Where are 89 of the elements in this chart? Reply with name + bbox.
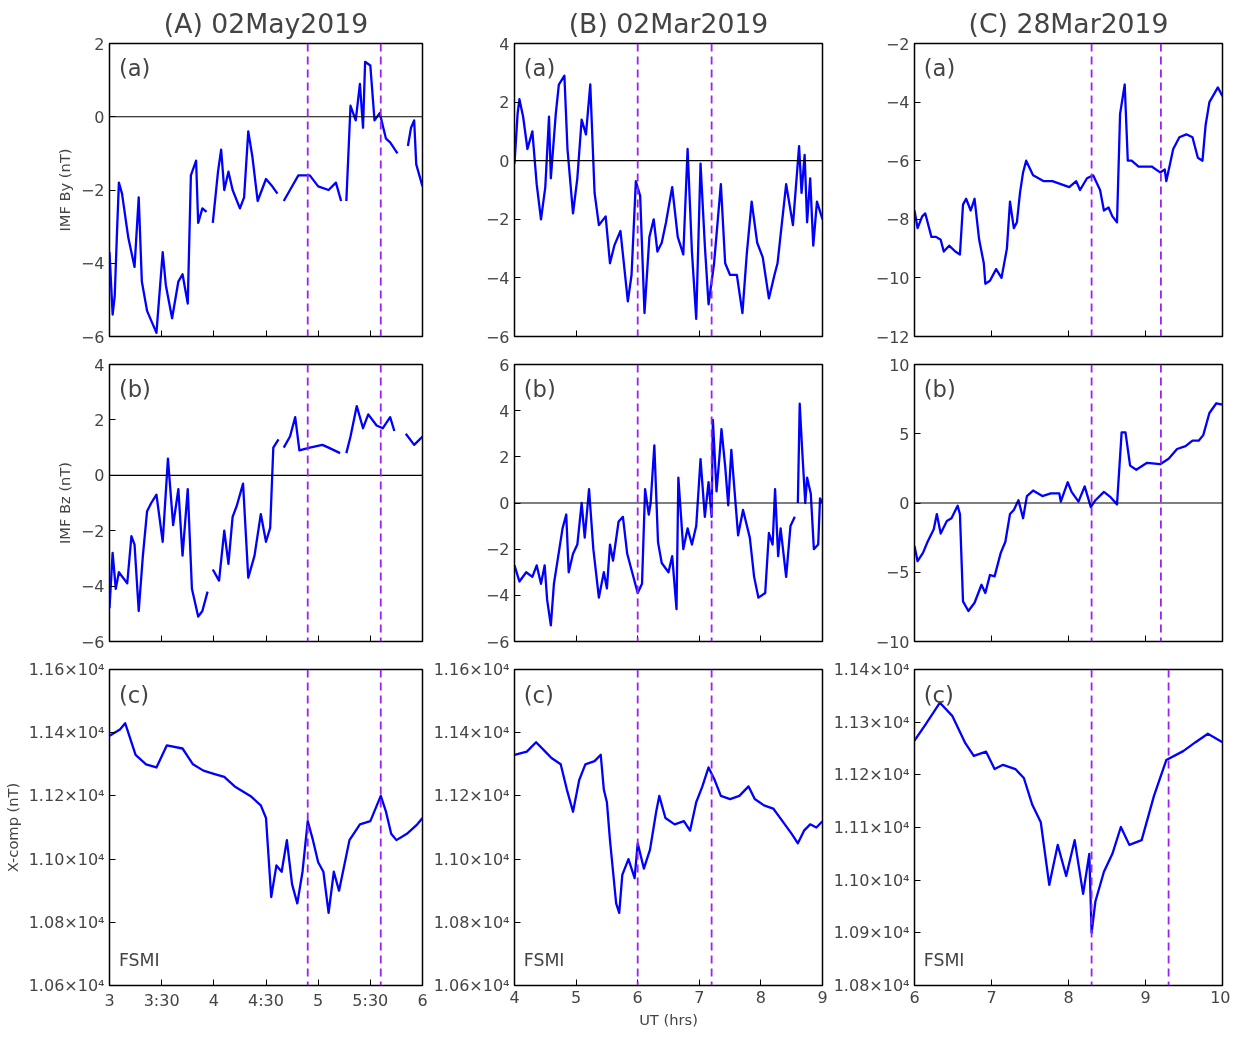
y-tick-label: 0: [499, 151, 510, 171]
x-tick-label: 10: [1210, 987, 1231, 1007]
x-tick-label: 4: [208, 990, 219, 1010]
y-tick-label: 1.09×10⁴: [833, 923, 910, 943]
y-tick-label: 1.14×10⁴: [28, 723, 105, 743]
x-tick-label: 5:30: [352, 990, 389, 1010]
y-tick-label: 1.10×10⁴: [433, 849, 510, 869]
x-tick-label: 6: [417, 990, 428, 1010]
y-tick-label: −4: [885, 93, 910, 113]
y-tick-label: −4: [485, 268, 510, 288]
y-tick-label: 2: [499, 447, 510, 467]
y-tick-label: 1.12×10⁴: [28, 786, 105, 806]
annotation: FSMI: [118, 949, 160, 970]
y-tick-label: −6: [885, 151, 910, 171]
chart-title: (C) 28Mar2019: [968, 7, 1169, 39]
y-tick-label: 6: [499, 355, 510, 375]
y-tick-label: 0: [94, 107, 105, 127]
y-tick-label: 2: [499, 93, 510, 113]
y-tick-label: −2: [80, 521, 105, 541]
y-tick-label: 1.06×10⁴: [433, 976, 510, 995]
y-tick-label: 1.08×10⁴: [28, 912, 105, 932]
y-tick-label: 1.10×10⁴: [833, 870, 910, 890]
y-tick-label: 4: [499, 401, 510, 421]
y-tick-label: 1.14×10⁴: [833, 660, 910, 679]
y-tick-label: 1.08×10⁴: [833, 976, 910, 995]
x-axis-title: UT (hrs): [639, 1010, 698, 1028]
y-axis-title: IMF By (nT): [55, 148, 73, 232]
y-tick-label: 4: [94, 355, 105, 375]
x-tick-label: 3: [104, 990, 115, 1010]
y-tick-label: −6: [80, 327, 105, 347]
y-tick-label: −12: [875, 327, 910, 347]
y-tick-label: −8: [885, 210, 910, 230]
x-tick-label: 4:30: [248, 990, 284, 1010]
annotation: FSMI: [523, 949, 565, 970]
annotation: (a): [118, 55, 151, 82]
chart-title: (A) 02May2019: [163, 7, 369, 39]
y-tick-label: −10: [875, 632, 910, 652]
y-tick-label: 1.11×10⁴: [833, 818, 910, 837]
y-axis-title: X-comp (nT): [3, 782, 21, 873]
x-tick-label: 7: [694, 987, 705, 1007]
y-tick-label: −10: [875, 268, 910, 288]
y-tick-label: 1.14×10⁴: [433, 723, 510, 743]
annotation: (c): [923, 682, 954, 709]
y-tick-label: −5: [885, 563, 910, 583]
y-tick-label: 1.10×10⁴: [28, 849, 105, 869]
y-tick-label: 0: [94, 466, 105, 486]
y-tick-label: −6: [485, 327, 510, 347]
annotation: (b): [923, 375, 956, 402]
annotation: (c): [118, 682, 150, 709]
y-tick-label: 1.06×10⁴: [28, 976, 105, 995]
annotation: (b): [523, 375, 556, 402]
x-tick-label: 8: [755, 987, 766, 1007]
y-tick-label: 1.16×10⁴: [28, 660, 105, 679]
y-tick-label: −2: [885, 34, 910, 54]
y-tick-label: 1.16×10⁴: [433, 660, 510, 679]
y-tick-label: 4: [499, 34, 510, 54]
annotation: (a): [923, 55, 956, 82]
x-tick-label: 9: [1140, 987, 1151, 1007]
x-tick-label: 8: [1063, 987, 1074, 1007]
y-tick-label: 1.12×10⁴: [833, 765, 910, 785]
y-tick-label: 0: [499, 494, 510, 513]
y-tick-label: 5: [899, 424, 910, 444]
y-tick-label: −2: [80, 181, 105, 200]
annotation: FSMI: [923, 949, 965, 970]
y-tick-label: 1.08×10⁴: [433, 912, 510, 932]
y-tick-label: 0: [899, 494, 910, 513]
y-tick-label: 10: [889, 355, 910, 375]
y-tick-label: 1.13×10⁴: [833, 712, 910, 732]
x-tick-label: 3:30: [143, 990, 180, 1010]
y-tick-label: 2: [94, 34, 105, 54]
y-tick-label: 2: [94, 410, 105, 430]
y-tick-label: −2: [485, 210, 510, 230]
x-tick-label: 7: [986, 987, 997, 1007]
y-tick-label: −6: [80, 632, 105, 652]
x-tick-label: 5: [571, 987, 582, 1007]
y-tick-label: −2: [485, 540, 510, 560]
annotation: (a): [523, 55, 556, 82]
y-tick-label: −4: [80, 577, 105, 597]
y-tick-label: 1.12×10⁴: [433, 786, 510, 806]
x-tick-label: 9: [817, 987, 828, 1007]
x-tick-label: 5: [313, 990, 324, 1010]
chart-title: (B) 02Mar2019: [568, 7, 769, 39]
annotation: (c): [523, 682, 554, 709]
x-tick-label: 6: [632, 987, 643, 1007]
annotation: (b): [118, 375, 151, 402]
y-tick-label: −4: [485, 586, 510, 606]
y-axis-title: IMF Bz (nT): [55, 461, 73, 545]
y-tick-label: −4: [80, 254, 105, 274]
y-tick-label: −6: [485, 632, 510, 652]
